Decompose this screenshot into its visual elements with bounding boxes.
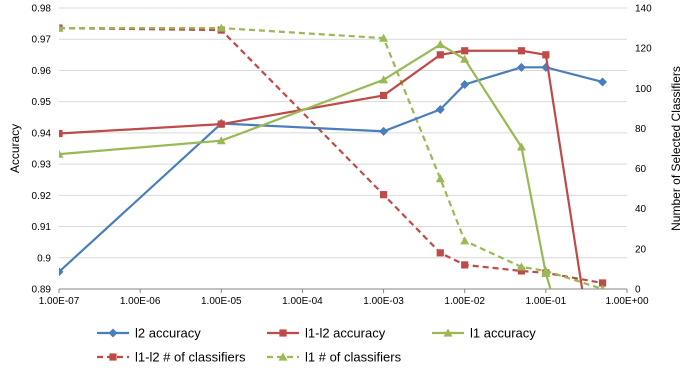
data-point-triangle — [460, 236, 470, 245]
x-tick-label: 1.00E-05 — [201, 296, 242, 307]
data-point-diamond — [108, 328, 118, 338]
legend-entry: l1-l2 # of classifiers — [97, 350, 246, 365]
data-point-triangle — [216, 23, 226, 32]
series-l1-l2-accuracy — [59, 47, 584, 289]
data-point-square — [109, 353, 117, 361]
x-tick-label: 1.00E+00 — [605, 296, 649, 307]
data-point-triangle — [435, 40, 445, 49]
data-point-diamond — [59, 267, 64, 277]
y2-axis-title: Number of Selected Classifiers — [669, 66, 683, 231]
series-line — [59, 66, 603, 273]
legend-label: l2 accuracy — [135, 326, 201, 341]
data-point-triangle — [216, 136, 226, 145]
data-point-square — [517, 47, 526, 55]
data-point-triangle — [460, 54, 470, 63]
y-tick-label: 0.91 — [32, 222, 52, 233]
data-point-triangle — [379, 75, 389, 84]
data-point-square — [542, 51, 550, 59]
data-point-diamond — [435, 104, 445, 114]
legend-label: l1 # of classifiers — [305, 350, 402, 365]
x-tick-label: 1.00E-03 — [363, 296, 404, 307]
legend-label: l1-l2 # of classifiers — [135, 350, 246, 365]
data-point-triangle — [600, 284, 606, 289]
y-tick-label: 0.97 — [32, 35, 52, 46]
y2-tick-label: 40 — [635, 204, 647, 215]
y-tick-label: 0.93 — [32, 160, 52, 171]
series-l1-accuracy — [59, 40, 552, 289]
x-tick-label: 1.00E-06 — [120, 296, 161, 307]
y2-tick-label: 20 — [635, 244, 647, 255]
series-line — [59, 49, 584, 289]
legend-entry: l1 accuracy — [432, 326, 536, 341]
y-tick-label: 0.95 — [32, 97, 52, 108]
data-point-triangle — [516, 262, 526, 271]
y2-tick-label: 120 — [635, 44, 652, 55]
data-point-square — [217, 120, 225, 128]
data-point-square — [379, 191, 388, 199]
legend-entry: l1 # of classifiers — [267, 350, 402, 365]
data-point-square — [59, 129, 63, 138]
data-point-square — [279, 329, 287, 337]
legend-label: l1-l2 accuracy — [305, 326, 386, 341]
series-line — [59, 26, 603, 285]
y2-tick-label: 0 — [635, 285, 641, 296]
y-tick-label: 0.94 — [32, 128, 52, 139]
y-tick-label: 0.89 — [32, 285, 52, 296]
y2-tick-label: 100 — [635, 84, 652, 95]
y-tick-label: 0.96 — [32, 66, 52, 77]
data-point-square — [517, 267, 526, 275]
data-point-square — [436, 51, 444, 59]
y-tick-labels: 0.89 0.9 0.91 0.92 0.93 0.94 0.95 0.96 0.97 0.98 — [32, 4, 52, 296]
data-point-square — [461, 261, 469, 269]
data-point-triangle — [541, 268, 551, 277]
data-point-triangle — [59, 149, 64, 158]
legend-entry: l1-l2 accuracy — [267, 326, 386, 341]
data-point-triangle — [379, 33, 389, 42]
y2-tick-label: 140 — [635, 4, 652, 15]
data-point-diamond — [379, 126, 389, 136]
data-point-diamond — [598, 77, 608, 87]
y-tick-label: 0.92 — [32, 191, 52, 202]
y-tick-label: 0.9 — [37, 253, 51, 264]
legend: l2 accuracy l1-l2 accuracy l1 accuracy l1-l… — [97, 326, 536, 365]
y2-tick-labels: 0 20 40 60 80 100 120 140 — [635, 4, 652, 296]
data-point-triangle — [278, 352, 288, 361]
legend-entry: l2 accuracy — [97, 326, 201, 341]
x-tick-label: 1.00E-01 — [526, 296, 567, 307]
series-l2-accuracy — [59, 62, 608, 277]
data-point-triangle — [59, 23, 64, 32]
data-point-triangle — [516, 142, 526, 151]
y-axis-title: Accuracy — [8, 124, 22, 173]
data-point-diamond — [516, 62, 526, 72]
series-line — [59, 43, 552, 289]
x-tick-labels: 1.00E-07 1.00E-06 1.00E-05 1.00E-04 1.00E-03… — [39, 289, 649, 307]
x-tick-label: 1.00E-04 — [282, 296, 323, 307]
data-point-square — [379, 91, 388, 100]
legend-label: l1 accuracy — [470, 326, 536, 341]
gridlines — [59, 7, 627, 290]
y2-tick-label: 60 — [635, 164, 647, 175]
x-tick-label: 1.00E-02 — [444, 296, 485, 307]
data-point-triangle — [443, 328, 453, 337]
x-tick-label: 1.00E-07 — [39, 296, 80, 307]
series-l1-of-classifiers — [59, 23, 606, 289]
y2-tick-label: 80 — [635, 124, 647, 135]
y-tick-label: 0.98 — [32, 4, 52, 15]
series-layer — [59, 23, 608, 289]
data-point-triangle — [435, 174, 445, 183]
data-point-square — [461, 47, 469, 55]
data-point-square — [436, 249, 444, 257]
data-point-diamond — [460, 79, 470, 89]
data-point-square — [598, 279, 607, 287]
